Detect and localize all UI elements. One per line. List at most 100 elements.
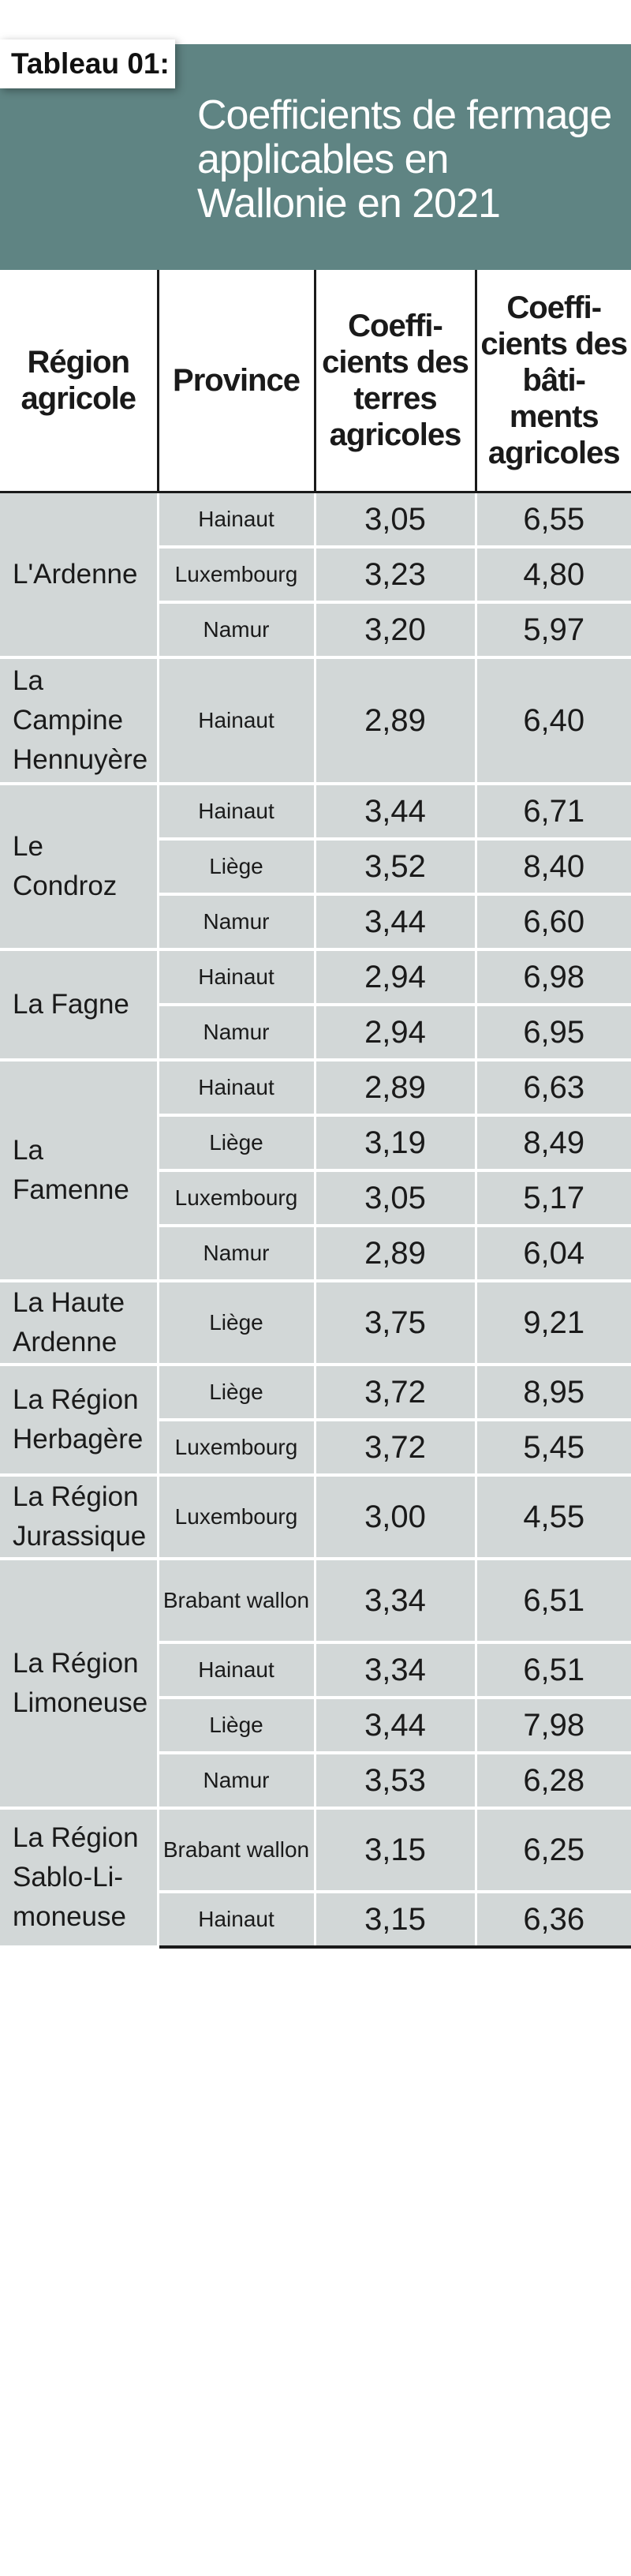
batiments-cell: 6,51 — [476, 1559, 631, 1644]
table-row: Luxembourg 3,05 5,17 — [0, 1170, 631, 1227]
province-cell: Luxembourg — [158, 1475, 316, 1560]
terres-cell: 2,94 — [315, 1005, 477, 1061]
province-cell: Luxembourg — [158, 1420, 316, 1477]
province-cell: Hainaut — [158, 657, 316, 785]
province-cell: Liège — [158, 1365, 316, 1421]
region-cell: La Région Sablo-Li-moneuse — [0, 1808, 159, 1949]
table-row: Hainaut 3,34 6,51 — [0, 1642, 631, 1699]
province-cell: Hainaut — [158, 949, 316, 1006]
terres-cell: 2,89 — [315, 1060, 477, 1117]
table-row: Namur 3,44 6,60 — [0, 894, 631, 951]
province-cell: Luxembourg — [158, 1170, 316, 1227]
terres-cell: 3,72 — [315, 1365, 477, 1421]
province-cell: Namur — [158, 1226, 316, 1282]
table-row: Liège 3,44 7,98 — [0, 1698, 631, 1754]
batiments-cell: 6,40 — [476, 657, 631, 785]
table-row: Namur 2,94 6,95 — [0, 1005, 631, 1061]
table-row: Namur 2,89 6,04 — [0, 1226, 631, 1282]
table-row: La Région Jurassique Luxembourg 3,00 4,5… — [0, 1475, 631, 1560]
page-title: Coefficients de fermage applicables en W… — [197, 93, 627, 226]
batiments-cell: 6,95 — [476, 1005, 631, 1061]
batiments-cell: 6,63 — [476, 1060, 631, 1117]
terres-cell: 3,15 — [315, 1892, 477, 1949]
batiments-cell: 6,51 — [476, 1642, 631, 1699]
table-row: La Haute Ardenne Liège 3,75 9,21 — [0, 1281, 631, 1366]
table-label: Tableau 01: — [0, 39, 175, 88]
batiments-cell: 6,28 — [476, 1753, 631, 1810]
table-row: L'Ardenne Hainaut 3,05 6,55 — [0, 492, 631, 659]
province-cell: Hainaut — [158, 1892, 316, 1949]
region-cell: La Campine Hennuyère — [0, 657, 159, 785]
batiments-cell: 6,25 — [476, 1808, 631, 1893]
terres-cell: 2,89 — [315, 1226, 477, 1282]
terres-cell: 3,52 — [315, 839, 477, 896]
table-row: Liège 3,19 8,49 — [0, 1115, 631, 1172]
region-cell: La Famenne — [0, 1060, 159, 1282]
table-row: Liège 3,52 8,40 — [0, 839, 631, 896]
batiments-cell: 5,97 — [476, 602, 631, 659]
province-cell: Hainaut — [158, 784, 316, 841]
terres-cell: 3,05 — [315, 1170, 477, 1227]
batiments-cell: 4,80 — [476, 547, 631, 604]
header-terres: Coeffi-cients des terres agricoles — [315, 270, 477, 493]
coefficients-table: Région agricole Province Coeffi-cients d… — [0, 270, 631, 1949]
batiments-cell: 6,04 — [476, 1226, 631, 1282]
table-row: Hainaut 3,15 6,36 — [0, 1892, 631, 1949]
table-row: La Campine Hennuyère Hainaut 2,89 6,40 — [0, 657, 631, 785]
region-cell: L'Ardenne — [0, 492, 159, 659]
batiments-cell: 6,98 — [476, 949, 631, 1006]
batiments-cell: 6,36 — [476, 1892, 631, 1949]
batiments-cell: 5,17 — [476, 1170, 631, 1227]
table-row: La Famenne Hainaut 2,89 6,63 — [0, 1060, 631, 1282]
province-cell: Brabant wallon — [158, 1808, 316, 1893]
province-cell: Brabant wallon — [158, 1559, 316, 1644]
table-row: La Fagne Hainaut 2,94 6,98 — [0, 949, 631, 1061]
terres-cell: 3,75 — [315, 1281, 477, 1366]
province-cell: Liège — [158, 839, 316, 896]
table-row: Namur 3,20 5,97 — [0, 602, 631, 659]
batiments-cell: 9,21 — [476, 1281, 631, 1366]
region-cell: Le Condroz — [0, 784, 159, 951]
terres-cell: 2,94 — [315, 949, 477, 1006]
province-cell: Namur — [158, 1753, 316, 1810]
title-line: Coefficients de fermage — [197, 92, 612, 138]
region-cell: La Région Limoneuse — [0, 1559, 159, 1810]
batiments-cell: 6,71 — [476, 784, 631, 841]
terres-cell: 3,23 — [315, 547, 477, 604]
header-batiments: Coeffi-cients des bâti-ments agricoles — [476, 270, 631, 493]
table-row: Luxembourg 3,23 4,80 — [0, 547, 631, 604]
province-cell: Hainaut — [158, 1060, 316, 1117]
region-cell: La Haute Ardenne — [0, 1281, 159, 1366]
batiments-cell: 4,55 — [476, 1475, 631, 1560]
title-line: applicables en — [197, 137, 449, 182]
table-row: La Région Herbagère Liège 3,72 8,95 — [0, 1365, 631, 1477]
batiments-cell: 6,60 — [476, 894, 631, 951]
region-cell: La Fagne — [0, 949, 159, 1061]
terres-cell: 3,20 — [315, 602, 477, 659]
terres-cell: 3,15 — [315, 1808, 477, 1893]
batiments-cell: 8,95 — [476, 1365, 631, 1421]
terres-cell: 3,05 — [315, 492, 477, 549]
province-cell: Liège — [158, 1698, 316, 1754]
batiments-cell: 5,45 — [476, 1420, 631, 1477]
header-province: Province — [158, 270, 316, 493]
title-line: Wallonie en 2021 — [197, 181, 501, 227]
terres-cell: 3,53 — [315, 1753, 477, 1810]
table-row: La Région Sablo-Li-moneuse Brabant wallo… — [0, 1808, 631, 1949]
province-cell: Liège — [158, 1281, 316, 1366]
batiments-cell: 8,40 — [476, 839, 631, 896]
terres-cell: 3,72 — [315, 1420, 477, 1477]
province-cell: Luxembourg — [158, 547, 316, 604]
region-cell: La Région Herbagère — [0, 1365, 159, 1477]
terres-cell: 2,89 — [315, 657, 477, 785]
batiments-cell: 7,98 — [476, 1698, 631, 1754]
header-region: Région agricole — [0, 270, 159, 493]
province-cell: Namur — [158, 1005, 316, 1061]
province-cell: Liège — [158, 1115, 316, 1172]
province-cell: Hainaut — [158, 492, 316, 549]
province-cell: Namur — [158, 894, 316, 951]
table-header-row: Région agricole Province Coeffi-cients d… — [0, 270, 631, 493]
table-row: Le Condroz Hainaut 3,44 6,71 — [0, 784, 631, 951]
terres-cell: 3,34 — [315, 1559, 477, 1644]
terres-cell: 3,44 — [315, 1698, 477, 1754]
